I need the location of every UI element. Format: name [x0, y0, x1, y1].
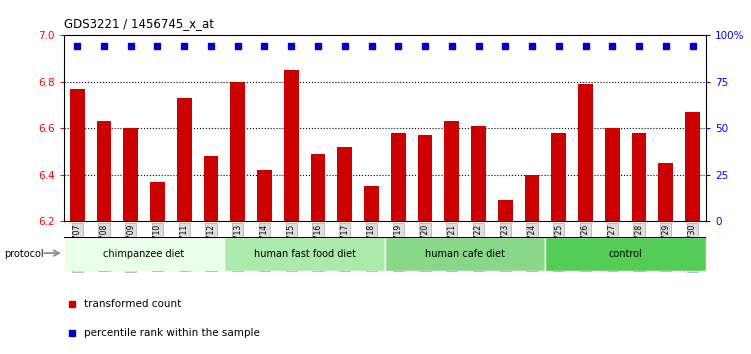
Bar [685, 112, 700, 221]
Bar [391, 133, 406, 221]
Text: GDS3221 / 1456745_x_at: GDS3221 / 1456745_x_at [64, 17, 214, 30]
Bar [445, 121, 459, 221]
Bar [551, 133, 566, 221]
Bar [525, 175, 539, 221]
Bar [284, 70, 299, 221]
Text: human fast food diet: human fast food diet [254, 249, 356, 259]
Bar [225, 237, 385, 271]
Text: control: control [609, 249, 643, 259]
Bar [150, 182, 164, 221]
Bar [97, 121, 111, 221]
Bar [605, 129, 620, 221]
Text: human cafe diet: human cafe diet [425, 249, 505, 259]
Bar [70, 89, 85, 221]
Text: chimpanzee diet: chimpanzee diet [104, 249, 185, 259]
Bar [231, 82, 245, 221]
Bar [578, 84, 593, 221]
Bar [64, 237, 225, 271]
Bar [337, 147, 352, 221]
Bar [471, 126, 486, 221]
Bar [545, 237, 706, 271]
Text: percentile rank within the sample: percentile rank within the sample [84, 328, 261, 338]
Bar [418, 135, 433, 221]
Bar [311, 154, 325, 221]
Bar [123, 129, 138, 221]
Bar [385, 237, 545, 271]
Bar [204, 156, 219, 221]
Text: transformed count: transformed count [84, 298, 182, 309]
Text: protocol: protocol [4, 249, 44, 259]
Bar [257, 170, 272, 221]
Bar [659, 163, 673, 221]
Bar [632, 133, 647, 221]
Bar [364, 187, 379, 221]
Bar [177, 98, 192, 221]
Bar [498, 200, 513, 221]
